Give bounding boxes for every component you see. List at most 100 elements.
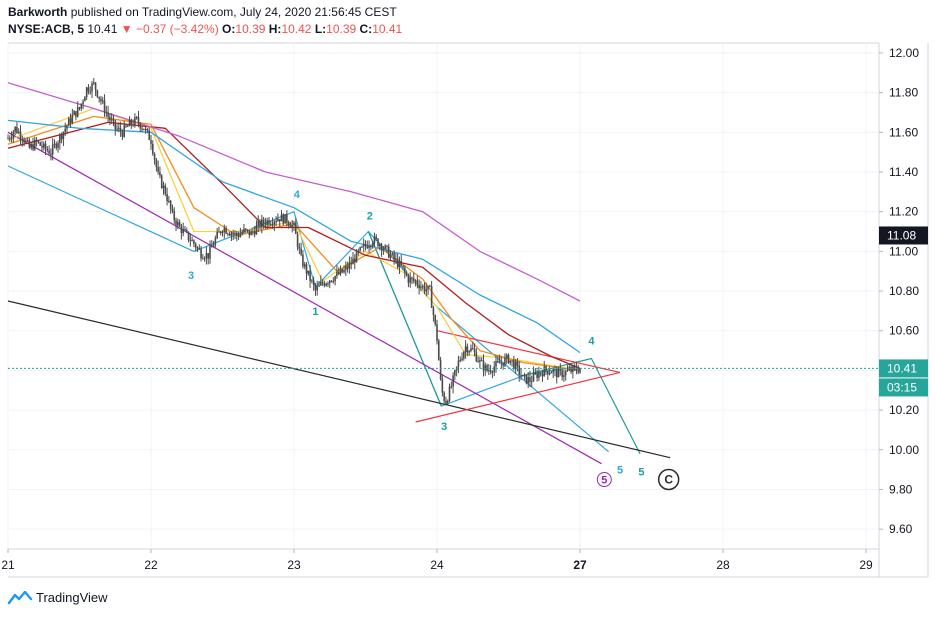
candle-body (457, 360, 460, 367)
candle-body (76, 107, 79, 117)
candle-body (203, 258, 206, 260)
symbol-label[interactable]: NYSE:ACB, 5 (8, 22, 85, 36)
candle-body (32, 143, 34, 150)
candle-body (112, 119, 115, 121)
candle-body (135, 117, 138, 119)
candle-body (241, 232, 243, 234)
candle-body (441, 379, 444, 393)
candle-body (518, 365, 521, 375)
candle-body (566, 370, 569, 372)
candle-body (384, 245, 386, 249)
candle-body (139, 123, 142, 129)
y-tick-label: 10.60 (889, 324, 919, 338)
candle-body (243, 228, 245, 233)
wave-label-circle (657, 468, 680, 491)
drawing-line-0 (7, 165, 195, 252)
candle-body (484, 365, 487, 371)
candle-body (395, 258, 397, 260)
candle-body (575, 367, 578, 371)
moving-average-4 (7, 82, 581, 302)
trend-drawings[interactable] (7, 131, 671, 465)
candle-body (91, 83, 93, 92)
candle-body (434, 315, 437, 325)
close-label: C: (359, 22, 373, 36)
candle-body (516, 361, 519, 366)
y-tick-label: 11.20 (889, 205, 918, 219)
x-tick-label: 28 (716, 558, 730, 572)
candle-body (209, 246, 211, 259)
candle-body (468, 351, 470, 353)
candle-body (454, 370, 456, 376)
candle-body (271, 224, 274, 226)
price-axis[interactable]: 12.00 11.80 11.60 11.40 11.20 11.00 10.80 10.60… (879, 46, 919, 536)
candle-body (504, 357, 506, 366)
candle-body (525, 374, 528, 384)
candle-body (221, 231, 224, 234)
candle-body (555, 369, 558, 378)
candle-body (572, 366, 574, 373)
candle-body (198, 247, 201, 250)
candle-body (421, 285, 424, 287)
candle-body (132, 124, 134, 126)
candle-body (500, 362, 503, 364)
candle-body (539, 372, 542, 374)
candle-body (352, 258, 354, 265)
candle-body (491, 372, 494, 374)
candle-body (345, 266, 347, 270)
price-badges: 11.08 10.41 03:15 (879, 226, 928, 397)
candle-body (287, 222, 290, 226)
candle-body (328, 280, 331, 284)
wave-label: 5 (601, 475, 607, 487)
candle-body (389, 254, 392, 258)
candle-body (114, 120, 117, 129)
time-axis[interactable]: 21 22 23 24 27 28 29 (1, 549, 873, 572)
candle-body (275, 221, 277, 223)
candle-body (420, 286, 422, 289)
candle-body (505, 354, 508, 358)
candle-body (237, 235, 240, 237)
candle-body (28, 140, 31, 148)
candle-body (175, 220, 177, 226)
candle-body (445, 400, 447, 404)
candle-body (459, 359, 462, 361)
crosshair-price-badge: 11.08 (887, 228, 916, 242)
candle-body (59, 134, 61, 144)
candle-body (568, 368, 571, 371)
candle-body (17, 131, 20, 133)
candle-body (141, 128, 143, 130)
candle-body (255, 225, 258, 235)
candle-body (405, 272, 408, 276)
candle-body (371, 243, 374, 246)
wave-label-circle (596, 472, 612, 488)
candle-body (227, 233, 229, 235)
candle-body (116, 128, 118, 130)
y-tick-label: 11.60 (889, 125, 918, 139)
footer-brand: TradingView (36, 590, 108, 605)
candle-body (318, 285, 320, 287)
candle-body (496, 361, 499, 363)
candle-body (207, 253, 209, 259)
candle-body (100, 98, 102, 102)
change-down-icon: ▼ (120, 22, 133, 36)
candle-body (262, 219, 265, 224)
candle-body (561, 370, 563, 377)
candle-body (312, 280, 315, 286)
candle-body (470, 348, 472, 352)
author-name[interactable]: Barkworth (8, 5, 68, 19)
candle-body (193, 240, 195, 244)
candle-body (239, 233, 242, 237)
candle-body (134, 117, 136, 126)
candle-body (182, 228, 184, 234)
candle-body (414, 280, 417, 282)
candle-body (184, 228, 186, 230)
candle-body (62, 131, 65, 140)
candle-body (210, 246, 213, 248)
candle-body (423, 285, 426, 292)
candle-body (548, 372, 551, 375)
candle-body (109, 116, 111, 121)
candle-body (46, 149, 49, 151)
candle-body (412, 278, 415, 281)
x-tick-label: 21 (1, 558, 15, 572)
